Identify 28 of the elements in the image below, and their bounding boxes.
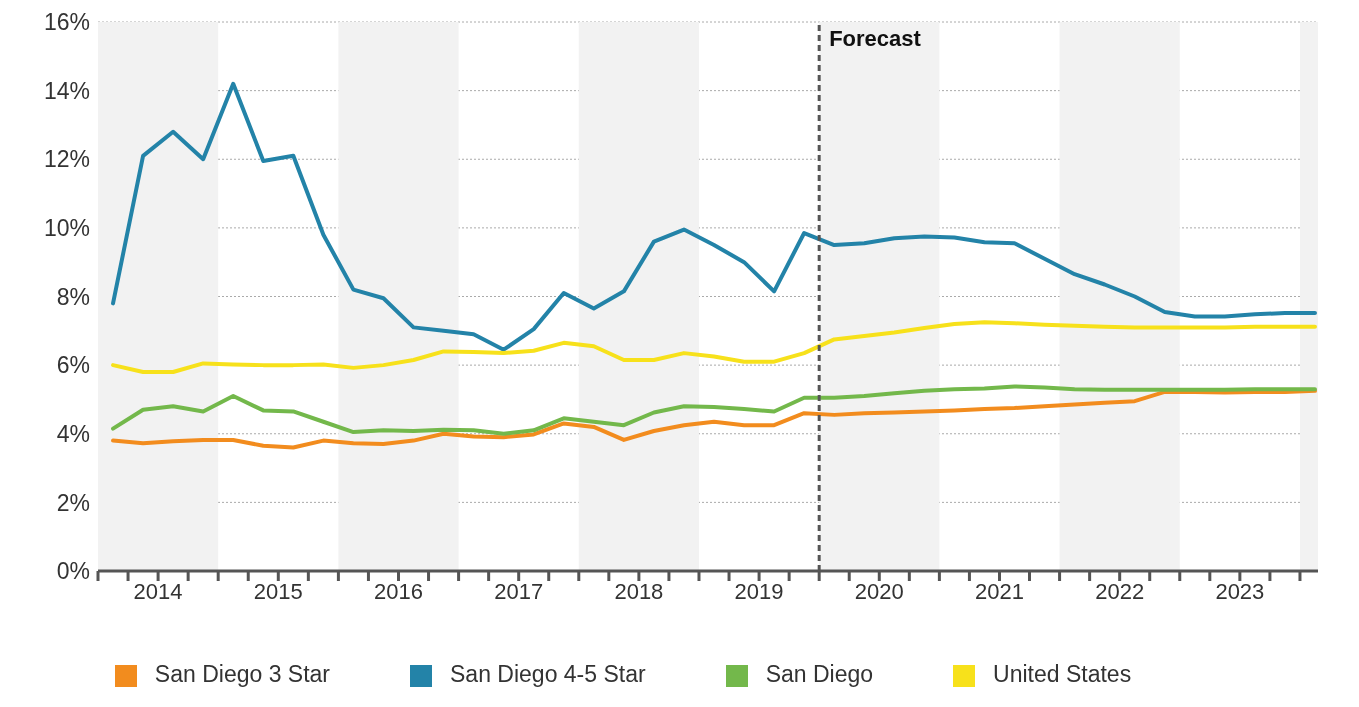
y-tick-label: 6% bbox=[56, 352, 90, 379]
x-tick-label: 2020 bbox=[854, 578, 904, 604]
x-tick-label: 2014 bbox=[133, 578, 183, 604]
x-tick-label: 2016 bbox=[374, 578, 423, 604]
ref-line-label: Forecast bbox=[829, 26, 922, 51]
y-tick-label: 2% bbox=[56, 489, 90, 516]
y-tick-label: 4% bbox=[56, 420, 90, 447]
y-tick-label: 8% bbox=[56, 283, 90, 310]
x-tick-label: 2022 bbox=[1095, 578, 1145, 604]
x-tick-label: 2018 bbox=[614, 578, 664, 604]
legend-label: San Diego 4-5 Star bbox=[450, 661, 646, 687]
y-tick-label: 10% bbox=[43, 215, 90, 242]
x-tick-label: 2023 bbox=[1215, 578, 1265, 604]
x-tick-label: 2019 bbox=[734, 578, 784, 604]
x-tick-label: 2017 bbox=[494, 578, 544, 604]
line-series bbox=[111, 81, 1317, 352]
y-tick-label: 16% bbox=[43, 9, 90, 36]
legend-label: San Diego 3 Star bbox=[154, 661, 331, 687]
line-series bbox=[111, 388, 1317, 450]
line-series bbox=[111, 384, 1317, 436]
legend-label: United States bbox=[993, 661, 1132, 687]
x-tick-label: 2021 bbox=[975, 578, 1024, 604]
legend-label: San Diego bbox=[765, 661, 874, 687]
y-tick-label: 0% bbox=[56, 558, 90, 585]
x-tick-label: 2015 bbox=[253, 578, 303, 604]
y-tick-label: 14% bbox=[43, 77, 90, 104]
line-series bbox=[111, 320, 1317, 374]
y-tick-label: 12% bbox=[43, 146, 90, 173]
